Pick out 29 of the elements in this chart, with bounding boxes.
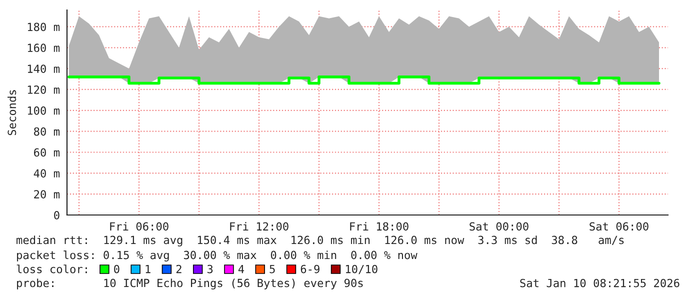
- x-tick-label: Fri 18:00: [350, 222, 408, 231]
- y-tick-label: 140 m: [28, 64, 60, 73]
- legend-label: 10/10: [346, 264, 378, 274]
- y-axis-title: Seconds: [8, 90, 16, 136]
- legend-label: 0: [114, 264, 120, 274]
- x-tick-label: Fri 12:00: [230, 222, 288, 231]
- text: median rtt: 129.1 ms avg 150.4 ms max 126.0 ms min 126.0 ms now 3.3 ms sd 38.8 am/s: [16, 236, 624, 246]
- y-tick-label: 100 m: [28, 106, 60, 115]
- legend-label: 5: [270, 264, 275, 274]
- y-tick-label: 40 m: [34, 169, 60, 178]
- y-tick-label: 20 m: [34, 190, 60, 198]
- legend-label: 3: [207, 264, 213, 274]
- legend-label: 4: [238, 264, 244, 274]
- text: packet loss: 0.15 % avg 30.00 % max 0.00 % min 0.00 % now: [17, 250, 418, 262]
- x-tick-label: Sat 00:00: [470, 222, 528, 231]
- y-tick-label: 160 m: [28, 44, 60, 52]
- text: loss color:: [16, 264, 87, 274]
- y-tick-label: 60 m: [34, 148, 60, 157]
- y-tick-label: 80 m: [34, 127, 60, 136]
- legend-label: 6-9: [300, 264, 320, 274]
- x-tick-label: Fri 06:00: [110, 222, 168, 231]
- legend-label: 1: [146, 264, 150, 274]
- y-tick-label: 180 m: [28, 22, 60, 32]
- y-tick-label: 0: [54, 211, 60, 220]
- text: Sat Jan 10 08:21:55 2026: [520, 278, 680, 288]
- y-tick-label: 120 m: [28, 85, 60, 94]
- x-tick-label: Sat 06:00: [590, 222, 648, 231]
- legend-label: 2: [176, 264, 182, 274]
- text: probe: 10 ICMP Echo Pings (56 Bytes) every 90s: [17, 278, 363, 290]
